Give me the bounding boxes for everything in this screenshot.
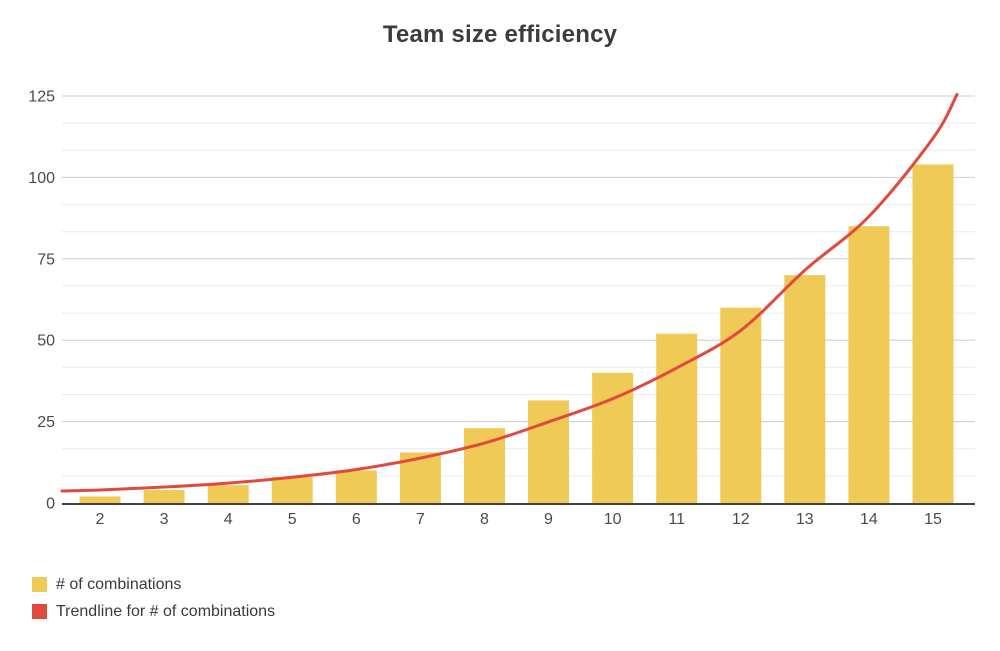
x-tick-label: 6: [352, 511, 361, 528]
legend-swatch-bar-series: [32, 577, 47, 592]
legend: # of combinations Trendline for # of com…: [32, 575, 276, 631]
y-tick-label: 75: [37, 251, 55, 268]
y-tick-label: 125: [28, 89, 55, 106]
x-tick-label: 4: [224, 511, 233, 528]
bar-team-size-3[interactable]: [143, 490, 185, 503]
legend-swatch-trendline-series: [32, 604, 47, 619]
bar-team-size-2[interactable]: [79, 496, 121, 504]
bar-team-size-6[interactable]: [335, 470, 377, 503]
bar-team-size-4[interactable]: [207, 485, 249, 503]
x-tick-label: 9: [544, 511, 553, 528]
x-tick-label: 7: [416, 511, 425, 528]
bar-team-size-14[interactable]: [848, 226, 890, 503]
bar-team-size-8[interactable]: [464, 428, 505, 503]
bar-team-size-15[interactable]: [912, 164, 954, 503]
x-tick-label: 12: [732, 511, 750, 528]
bar-team-size-10[interactable]: [592, 372, 634, 503]
legend-item-combinations: # of combinations: [32, 575, 275, 593]
x-tick-label: 2: [96, 511, 105, 528]
x-tick-label: 3: [160, 511, 169, 528]
trendline-path[interactable]: [60, 92, 959, 493]
legend-item-trendline: Trendline for # of combinations: [32, 602, 276, 620]
y-tick-label: 25: [37, 414, 55, 431]
bar-team-size-13[interactable]: [784, 275, 826, 503]
x-tick-label: 5: [288, 511, 297, 528]
y-tick-label: 100: [28, 170, 55, 187]
y-tick-label: 50: [37, 333, 55, 350]
x-tick-label: 15: [924, 511, 942, 528]
bar-team-size-5[interactable]: [271, 477, 313, 503]
y-tick-label: 0: [46, 496, 55, 513]
bar-team-size-12[interactable]: [720, 307, 762, 503]
x-tick-label: 10: [604, 511, 622, 528]
x-tick-label: 11: [668, 511, 685, 528]
x-tick-label: 14: [860, 511, 878, 528]
legend-label-trendline: Trendline for # of combinations: [56, 602, 276, 620]
legend-label-combinations: # of combinations: [56, 575, 182, 593]
x-tick-label: 8: [480, 511, 489, 528]
chart-title: Team size efficiency: [382, 21, 618, 48]
x-tick-label: 13: [796, 511, 814, 528]
